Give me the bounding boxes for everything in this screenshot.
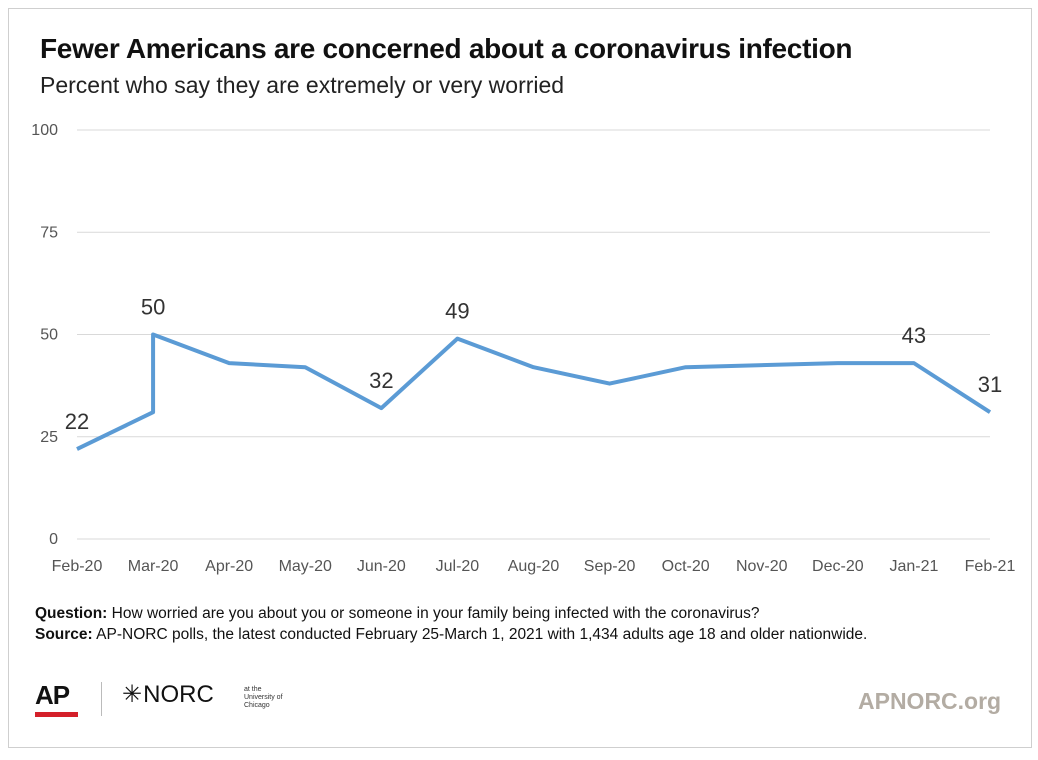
- data-label: 22: [65, 409, 89, 434]
- chart-frame: [8, 8, 1032, 748]
- logo-divider: [101, 682, 102, 716]
- y-tick-label: 25: [40, 429, 58, 446]
- y-tick-label: 0: [49, 531, 58, 548]
- y-tick-label: 50: [40, 327, 58, 344]
- chart-subtitle: Percent who say they are extremely or ve…: [40, 72, 565, 98]
- x-tick-label: Aug-20: [508, 558, 560, 575]
- x-tick-label: Nov-20: [736, 558, 788, 575]
- data-label: 43: [902, 323, 926, 348]
- x-tick-label: Apr-20: [205, 558, 253, 575]
- data-label: 50: [141, 295, 165, 320]
- source-text: AP-NORC polls, the latest conducted Febr…: [92, 626, 868, 643]
- x-tick-label: Dec-20: [812, 558, 864, 575]
- norc-logo-subtext: at the University of Chicago: [244, 686, 283, 709]
- y-tick-label: 100: [31, 122, 58, 139]
- norc-star-icon: ✳: [122, 681, 143, 708]
- line-chart: 0 25 50 75 100 Feb-20 Mar-20 Apr-20 May-20 Jun-20…: [31, 122, 1016, 575]
- chart-notes: Question: How worried are you about you …: [35, 603, 867, 645]
- x-tick-label: Oct-20: [662, 558, 710, 575]
- x-tick-label: May-20: [279, 558, 332, 575]
- series-line: [76, 332, 992, 451]
- question-label: Question:: [35, 605, 108, 622]
- data-label: 49: [445, 299, 469, 324]
- source-label: Source:: [35, 626, 93, 643]
- site-url: APNORC.org: [858, 688, 1002, 714]
- data-label: 31: [978, 372, 1002, 397]
- ap-logo: AP: [35, 680, 70, 710]
- x-tick-label: Feb-20: [52, 558, 103, 575]
- x-tick-label: Jul-20: [436, 558, 480, 575]
- question-note: Question: How worried are you about you …: [35, 603, 867, 624]
- chart-title: Fewer Americans are concerned about a co…: [40, 33, 853, 64]
- y-tick-label: 75: [40, 224, 58, 241]
- norc-logo: ✳NORC: [122, 680, 214, 709]
- x-tick-label: Sep-20: [584, 558, 636, 575]
- x-tick-label: Feb-21: [965, 558, 1016, 575]
- norc-logo-text: NORC: [143, 681, 214, 708]
- data-label: 32: [369, 368, 393, 393]
- source-note: Source: AP-NORC polls, the latest conduc…: [35, 624, 867, 645]
- x-tick-label: Jun-20: [357, 558, 406, 575]
- x-tick-label: Mar-20: [128, 558, 179, 575]
- x-tick-label: Jan-21: [889, 558, 938, 575]
- ap-logo-underline: [35, 712, 78, 717]
- question-text: How worried are you about you or someone…: [107, 605, 760, 622]
